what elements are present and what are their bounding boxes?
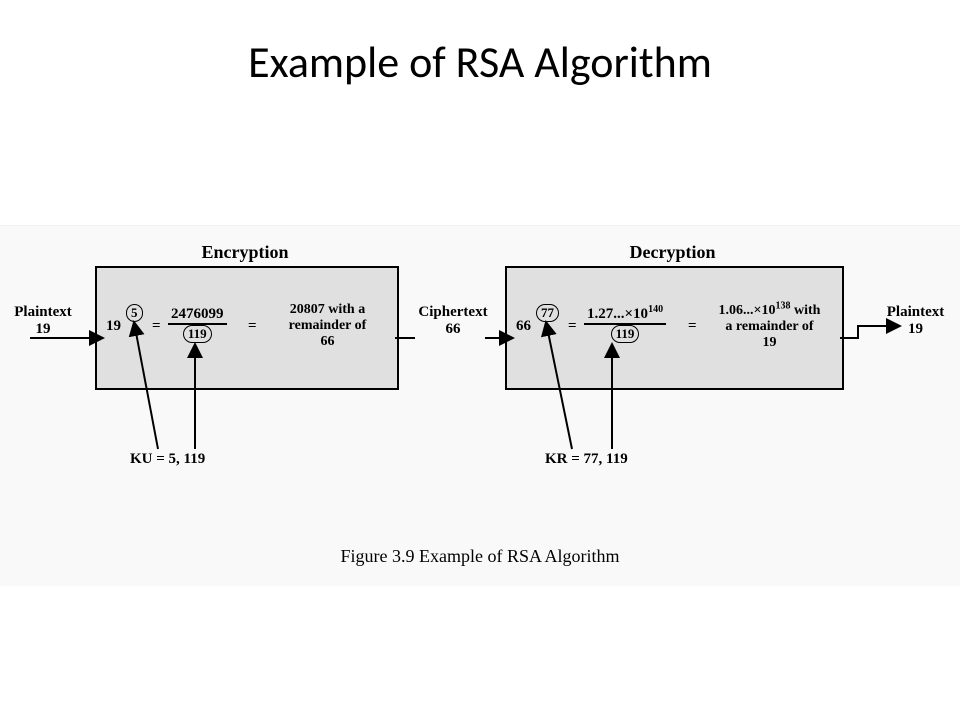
figure-area: Encryption Decryption Plaintext 19 19 5 … [0,225,960,586]
figure-caption: Figure 3.9 Example of RSA Algorithm [0,546,960,567]
flow-arrows [0,226,960,586]
slide-title: Example of RSA Algorithm [0,35,960,89]
